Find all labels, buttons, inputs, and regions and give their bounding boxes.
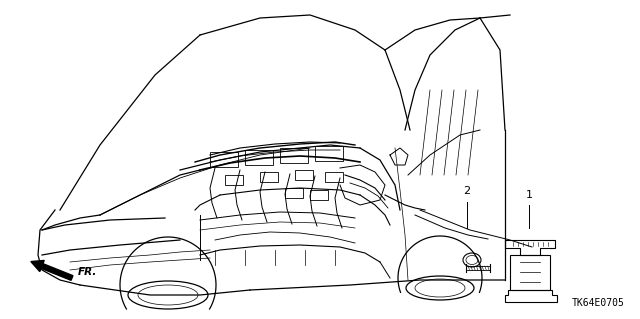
Bar <box>280 148 308 163</box>
Bar <box>225 175 243 185</box>
Text: FR.: FR. <box>78 267 97 277</box>
Text: 2: 2 <box>463 186 470 196</box>
Bar <box>315 146 343 161</box>
Bar <box>245 150 273 165</box>
Bar <box>510 255 550 290</box>
Bar <box>310 190 328 200</box>
Bar <box>285 188 303 198</box>
Bar <box>295 170 313 180</box>
Text: 1: 1 <box>525 190 532 200</box>
Bar <box>210 152 238 167</box>
FancyArrow shape <box>31 260 73 280</box>
Bar <box>325 172 343 182</box>
Text: TK64E0705: TK64E0705 <box>572 298 625 308</box>
Bar <box>260 172 278 182</box>
